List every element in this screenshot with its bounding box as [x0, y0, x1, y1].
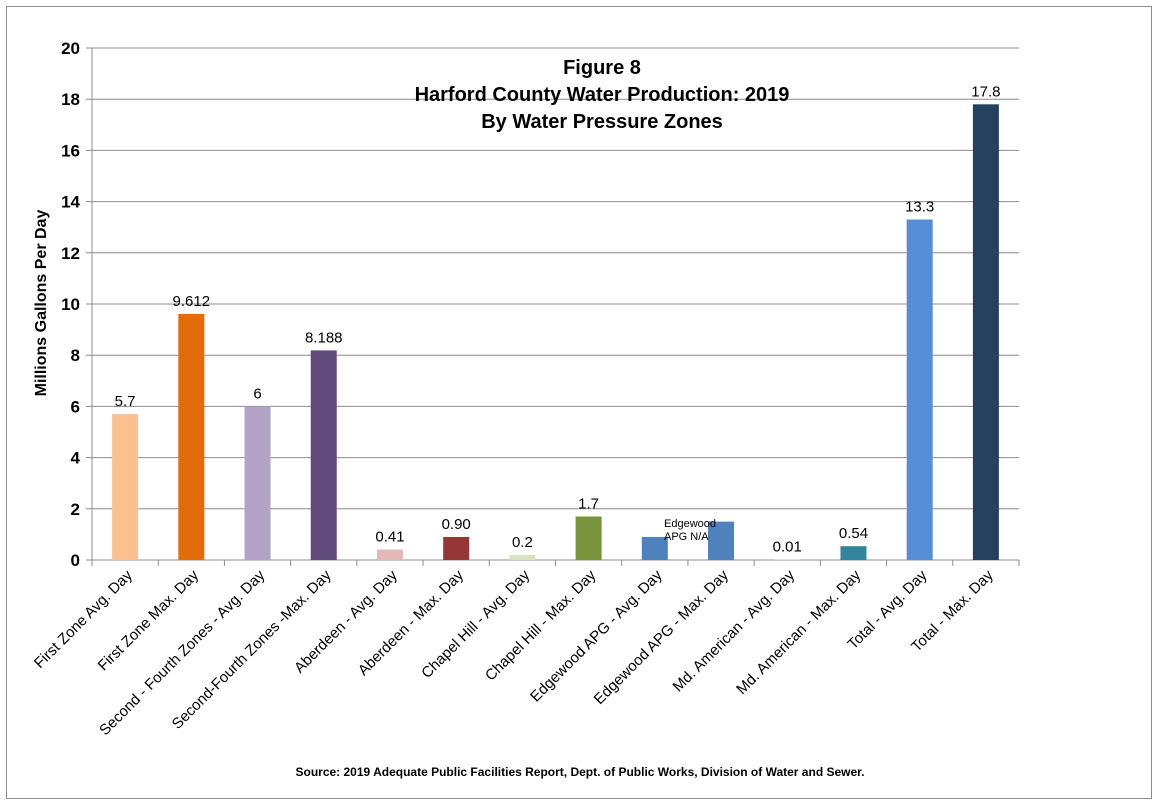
data-label: 0.54 — [839, 525, 868, 542]
data-label: 5.7 — [115, 393, 136, 410]
bar — [376, 549, 403, 560]
data-label: 1.7 — [578, 495, 599, 512]
gridlines — [92, 47, 1019, 510]
edgewood-annotation: Edgewood APG N/A — [664, 518, 716, 543]
y-tick-label: 6 — [71, 397, 80, 416]
bar — [906, 219, 933, 560]
data-label: 13.3 — [905, 199, 934, 216]
data-label: 0.41 — [375, 529, 404, 546]
data-label: 17.8 — [971, 83, 1000, 100]
bar — [112, 414, 139, 560]
x-tick-label: Md. American - Avg. Day — [670, 566, 799, 695]
data-labels: 5.7 9.612 6 8.188 0.41 0.90 0.2 1.7 0.01 0.54 13.3… — [115, 83, 1001, 555]
y-tick-label: 16 — [61, 141, 80, 160]
x-tick-label: Edgewood APG - Max. Day — [591, 566, 732, 707]
bar — [443, 536, 470, 560]
bar — [641, 536, 668, 560]
x-tick-label: Chapel Hill - Max. Day — [482, 566, 600, 684]
y-tick-label: 10 — [61, 295, 80, 314]
y-axis-label: Millions Gallons Per Day — [33, 210, 50, 397]
y-tick-label: 4 — [71, 449, 81, 468]
y-tick-label: 0 — [71, 551, 80, 570]
data-label: 0.90 — [442, 516, 471, 533]
x-tick-label: Md. American - Max. Day — [733, 566, 864, 697]
bar — [575, 516, 602, 560]
bar — [840, 546, 867, 560]
y-tick-label: 20 — [61, 39, 80, 58]
chart-title: Figure 8 Harford County Water Production… — [415, 57, 790, 133]
data-label: 8.188 — [305, 329, 343, 346]
data-label: 0.01 — [773, 539, 802, 556]
source-note: Source: 2019 Adequate Public Facilities … — [295, 765, 864, 779]
y-tick-label: 12 — [61, 244, 80, 263]
bar — [310, 350, 337, 560]
x-tick-label: Edgewood APG - Avg. Day — [527, 566, 666, 705]
annotation-line-1: Edgewood — [664, 518, 716, 530]
chart-title-line-3: By Water Pressure Zones — [481, 111, 723, 133]
data-label: 6 — [253, 385, 261, 402]
bar — [178, 313, 205, 560]
chart-frame — [6, 6, 1152, 799]
y-tick-label: 8 — [71, 346, 80, 365]
data-label: 9.612 — [173, 293, 211, 310]
y-tick-label: 18 — [61, 90, 80, 109]
data-label: 0.2 — [512, 534, 533, 551]
chart-title-line-1: Figure 8 — [563, 57, 641, 79]
chart-title-line-2: Harford County Water Production: 2019 — [415, 84, 790, 106]
bars — [112, 104, 999, 560]
bar — [244, 406, 271, 560]
bar — [972, 104, 999, 560]
x-tick-label: Chapel Hill - Avg. Day — [418, 566, 533, 681]
annotation-line-2: APG N/A — [664, 531, 709, 543]
y-tick-label: 14 — [61, 193, 80, 212]
bar — [509, 554, 536, 560]
bar — [708, 521, 735, 560]
y-tick-label: 2 — [71, 500, 80, 519]
